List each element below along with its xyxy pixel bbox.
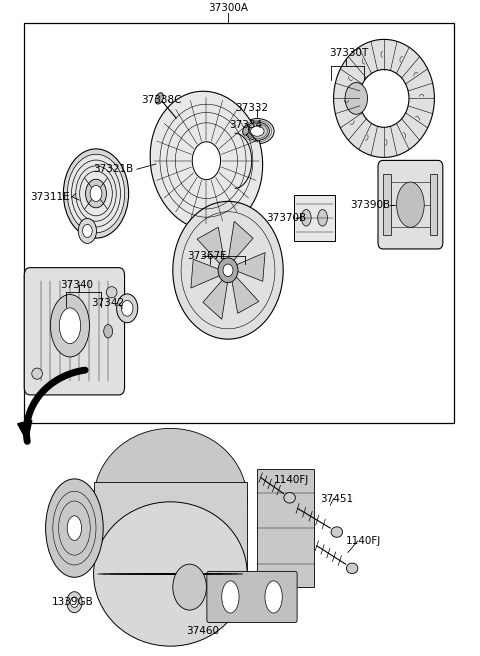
Ellipse shape xyxy=(223,264,233,276)
Ellipse shape xyxy=(104,325,113,338)
Ellipse shape xyxy=(396,182,424,228)
Ellipse shape xyxy=(150,91,263,230)
Ellipse shape xyxy=(265,581,282,613)
Text: 37338C: 37338C xyxy=(142,94,182,105)
Polygon shape xyxy=(228,221,253,263)
Polygon shape xyxy=(191,259,221,288)
Bar xyxy=(294,195,335,241)
Text: 37451: 37451 xyxy=(321,493,354,504)
Ellipse shape xyxy=(347,563,358,573)
Ellipse shape xyxy=(222,581,239,613)
Text: 37311E: 37311E xyxy=(30,192,70,202)
Ellipse shape xyxy=(117,294,138,323)
Ellipse shape xyxy=(121,300,133,316)
Polygon shape xyxy=(203,277,228,319)
Ellipse shape xyxy=(63,149,129,238)
Ellipse shape xyxy=(251,126,264,136)
Text: 37321B: 37321B xyxy=(94,164,134,174)
Ellipse shape xyxy=(67,592,82,613)
Ellipse shape xyxy=(345,83,368,114)
Text: 37340: 37340 xyxy=(60,280,93,291)
Text: 37334: 37334 xyxy=(229,119,263,130)
FancyBboxPatch shape xyxy=(207,571,297,623)
Ellipse shape xyxy=(173,564,206,610)
Bar xyxy=(94,482,247,574)
Ellipse shape xyxy=(71,597,78,607)
Ellipse shape xyxy=(243,125,250,135)
FancyBboxPatch shape xyxy=(24,268,125,395)
Text: 37300A: 37300A xyxy=(208,3,248,13)
Text: 37330T: 37330T xyxy=(329,48,368,58)
Ellipse shape xyxy=(67,516,82,541)
Ellipse shape xyxy=(46,479,103,577)
Text: 37367E: 37367E xyxy=(187,251,227,261)
Ellipse shape xyxy=(245,122,269,140)
Text: 1140FJ: 1140FJ xyxy=(274,475,309,485)
Polygon shape xyxy=(231,276,259,314)
Bar xyxy=(257,469,314,587)
Bar xyxy=(384,174,391,235)
Ellipse shape xyxy=(94,428,247,573)
Ellipse shape xyxy=(85,179,107,208)
Ellipse shape xyxy=(155,92,164,104)
Ellipse shape xyxy=(240,119,274,144)
Ellipse shape xyxy=(334,39,434,157)
Text: 1140FJ: 1140FJ xyxy=(346,536,381,546)
Text: 37332: 37332 xyxy=(235,102,268,113)
Ellipse shape xyxy=(331,527,343,537)
Text: 37390B: 37390B xyxy=(350,199,391,210)
Ellipse shape xyxy=(50,295,89,357)
Ellipse shape xyxy=(218,258,238,283)
Ellipse shape xyxy=(60,308,81,344)
Polygon shape xyxy=(235,253,265,281)
Ellipse shape xyxy=(318,209,327,226)
Ellipse shape xyxy=(90,186,102,201)
Ellipse shape xyxy=(107,287,117,298)
Ellipse shape xyxy=(67,154,125,233)
Text: 37370B: 37370B xyxy=(266,213,307,224)
Bar xyxy=(24,23,454,423)
Text: 37460: 37460 xyxy=(186,626,219,636)
Text: 1339GB: 1339GB xyxy=(52,596,94,607)
FancyBboxPatch shape xyxy=(378,161,443,249)
Ellipse shape xyxy=(78,218,96,243)
Ellipse shape xyxy=(284,493,295,503)
Bar xyxy=(430,174,437,235)
Ellipse shape xyxy=(359,70,409,127)
Polygon shape xyxy=(18,420,32,441)
Ellipse shape xyxy=(32,368,42,379)
Ellipse shape xyxy=(192,142,221,180)
Ellipse shape xyxy=(301,209,311,226)
Ellipse shape xyxy=(83,224,92,237)
Ellipse shape xyxy=(94,502,247,646)
Polygon shape xyxy=(197,227,225,265)
Text: 37342: 37342 xyxy=(91,298,124,308)
Ellipse shape xyxy=(173,201,283,339)
